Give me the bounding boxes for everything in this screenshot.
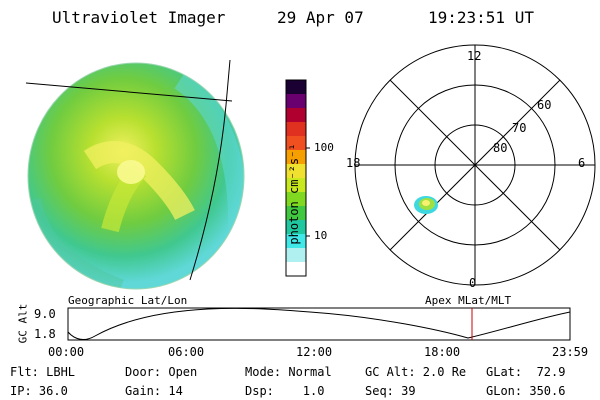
xtick-0000: 00:00 bbox=[48, 345, 85, 359]
xtick-1800: 18:00 bbox=[424, 345, 461, 359]
ytick-9: 9.0 bbox=[34, 307, 56, 321]
footer-door: Door: Open bbox=[125, 365, 198, 379]
xtick-0600: 06:00 bbox=[168, 345, 205, 359]
ring-label-60: 60 bbox=[537, 98, 552, 112]
footer-flt: Flt: LBHL bbox=[10, 365, 76, 379]
colorbar-unit-label: photon cm⁻²s⁻¹ bbox=[287, 143, 301, 245]
colorbar-segment bbox=[286, 178, 306, 193]
ring-label-80: 80 bbox=[493, 141, 508, 155]
ring-label-70: 70 bbox=[512, 121, 527, 135]
footer-gain: Gain: 14 bbox=[125, 384, 183, 398]
ytick-1-8: 1.8 bbox=[34, 327, 56, 341]
footer-ip: IP: 36.0 bbox=[10, 384, 68, 398]
footer-glon: GLon: 350.6 bbox=[486, 384, 566, 398]
colorbar-segment bbox=[286, 94, 306, 109]
timeline-left-label: Geographic Lat/Lon bbox=[68, 294, 188, 307]
footer-glat: GLat: 72.9 bbox=[486, 365, 566, 379]
footer-dsp: Dsp: 1.0 bbox=[245, 384, 325, 398]
instrument-title: Ultraviolet Imager bbox=[52, 8, 226, 27]
color-bar bbox=[285, 79, 307, 277]
colorbar-tick-100: 100 bbox=[314, 141, 334, 154]
polar-label-12: 12 bbox=[467, 49, 482, 63]
colorbar-segment bbox=[286, 108, 306, 123]
colorbar-segment bbox=[286, 122, 306, 137]
colorbar-border bbox=[285, 79, 307, 277]
polar-label-6: 6 bbox=[578, 156, 586, 170]
colorbar-segment bbox=[286, 248, 306, 263]
polar-plot bbox=[354, 44, 596, 286]
xtick-1200: 12:00 bbox=[296, 345, 333, 359]
earth-disk-edge bbox=[27, 62, 245, 290]
footer-mode: Mode: Normal bbox=[245, 365, 332, 379]
date-label: 29 Apr 07 bbox=[277, 8, 364, 27]
footer-gc-alt: GC Alt: 2.0 Re bbox=[365, 365, 467, 379]
colorbar-segment bbox=[286, 136, 306, 151]
aurora-spot bbox=[414, 196, 438, 214]
colorbar-segment bbox=[286, 80, 306, 95]
timeline-right-label: Apex MLat/MLT bbox=[425, 294, 512, 307]
timeline-axis-label: GC Alt bbox=[16, 303, 30, 344]
colorbar-segment bbox=[286, 220, 306, 235]
colorbar-segment bbox=[286, 192, 306, 207]
timeline-plot bbox=[67, 307, 571, 341]
xtick-2359: 23:59 bbox=[552, 345, 589, 359]
lon-line bbox=[189, 59, 231, 281]
footer-seq: Seq: 39 bbox=[365, 384, 416, 398]
colorbar-segment bbox=[286, 234, 306, 249]
uv-earth-image bbox=[28, 63, 244, 289]
time-label: 19:23:51 UT bbox=[428, 8, 534, 27]
altitude-curve bbox=[67, 307, 571, 340]
polar-label-0: 0 bbox=[469, 276, 477, 290]
lat-line bbox=[25, 82, 233, 102]
polar-label-18: 18 bbox=[346, 156, 361, 170]
colorbar-segment bbox=[286, 164, 306, 179]
colorbar-segment bbox=[286, 262, 306, 277]
colorbar-segment bbox=[286, 150, 306, 165]
colorbar-tick-10: 10 bbox=[314, 229, 328, 242]
colorbar-segment bbox=[286, 206, 306, 221]
